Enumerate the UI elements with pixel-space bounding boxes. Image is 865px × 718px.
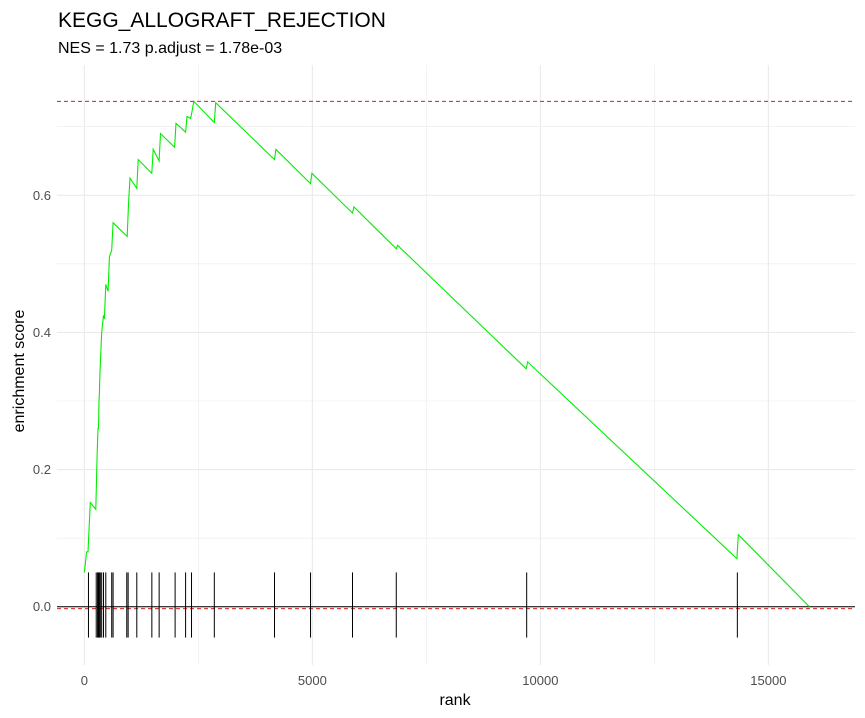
grid-lines bbox=[57, 65, 855, 665]
y-tick-label: 0.6 bbox=[33, 188, 51, 203]
x-tick-label: 5000 bbox=[298, 673, 327, 688]
x-axis-title: rank bbox=[439, 692, 471, 709]
reference-lines bbox=[57, 100, 855, 610]
y-tick-label: 0.4 bbox=[33, 325, 51, 340]
x-tick-label: 0 bbox=[81, 673, 88, 688]
y-axis-title: enrichment score bbox=[11, 310, 28, 433]
running-score-layer bbox=[83, 100, 810, 608]
gene-hit-ticks bbox=[87, 572, 738, 638]
y-axis-ticks: 0.0 0.2 0.4 0.6 bbox=[33, 188, 51, 614]
x-axis-ticks: 0 5000 10000 15000 bbox=[81, 673, 787, 688]
chart-subtitle: NES = 1.73 p.adjust = 1.78e-03 bbox=[58, 40, 282, 57]
running-score-line bbox=[83, 100, 810, 608]
x-tick-label: 15000 bbox=[750, 673, 786, 688]
y-tick-label: 0.2 bbox=[33, 462, 51, 477]
chart-title: KEGG_ALLOGRAFT_REJECTION bbox=[58, 9, 386, 32]
x-tick-label: 10000 bbox=[522, 673, 558, 688]
y-tick-label: 0.0 bbox=[33, 599, 51, 614]
